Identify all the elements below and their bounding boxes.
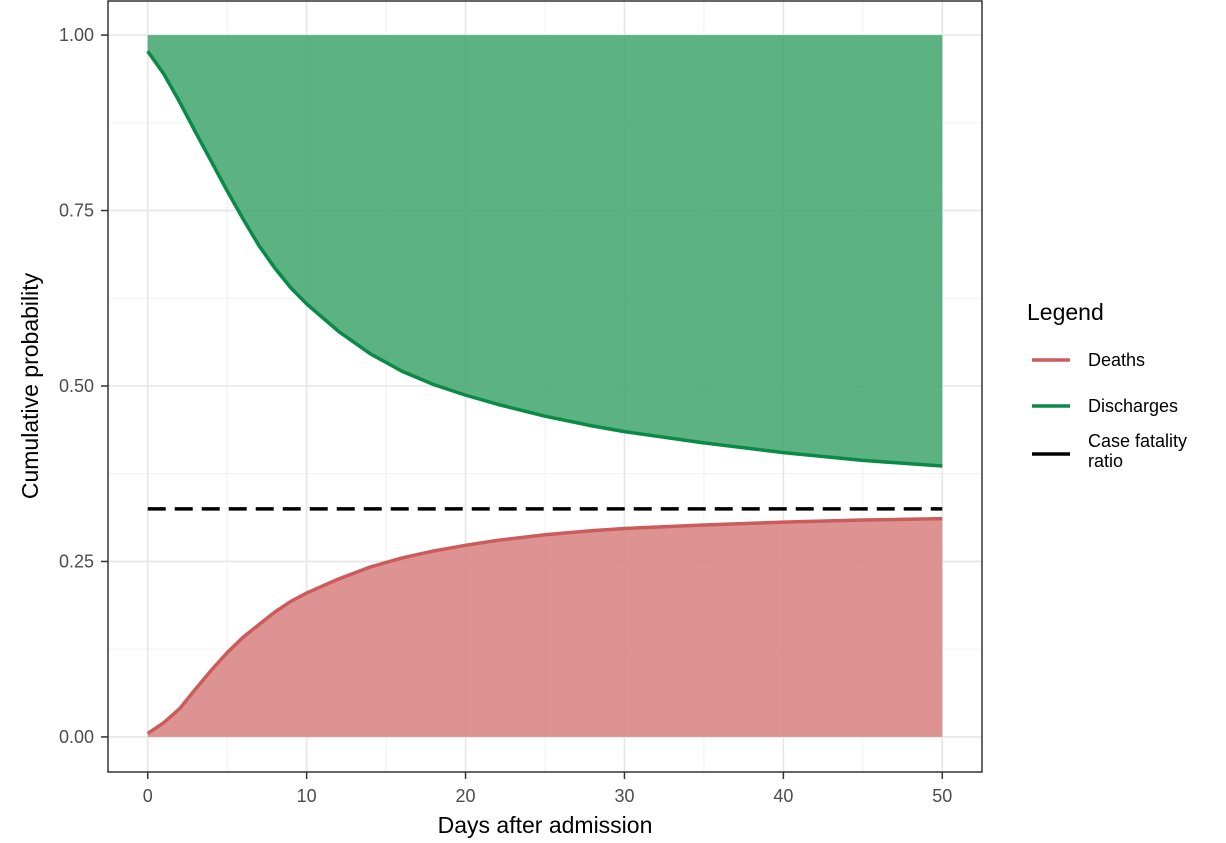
x-tick-label: 40 xyxy=(773,786,793,806)
plot-panel xyxy=(107,0,983,773)
legend-label-deaths: Deaths xyxy=(1088,350,1145,370)
legend-label-line-1: Case fatality xyxy=(1088,431,1187,451)
x-tick-label: 20 xyxy=(456,786,476,806)
x-tick-label: 50 xyxy=(932,786,952,806)
y-tick-label: 0.25 xyxy=(59,551,94,571)
y-axis-title: Cumulative probability xyxy=(17,272,43,499)
legend: Legend Deaths Discharges Case fatality r… xyxy=(1027,299,1192,471)
legend-label-case-fatality-ratio: Case fatality ratio xyxy=(1088,431,1192,471)
x-tick-label: 10 xyxy=(297,786,317,806)
deaths-area xyxy=(147,518,943,737)
x-axis-title: Days after admission xyxy=(438,812,653,838)
axis-layer: 0 10 20 30 40 50 0.00 0.25 0.50 0.75 1.00 xyxy=(59,25,952,806)
discharges-area xyxy=(147,35,943,467)
x-tick-label: 0 xyxy=(143,786,153,806)
y-tick-label: 0.00 xyxy=(59,727,94,747)
legend-label-line-2: ratio xyxy=(1088,451,1123,471)
y-tick-label: 0.75 xyxy=(59,201,94,221)
x-tick-label: 30 xyxy=(614,786,634,806)
discharges-line xyxy=(146,50,943,468)
legend-label-discharges: Discharges xyxy=(1088,396,1178,416)
deaths-line xyxy=(146,516,943,735)
fill-layer xyxy=(147,35,943,737)
y-tick-label: 0.50 xyxy=(59,376,94,396)
line-layer xyxy=(146,50,943,735)
y-tick-label: 1.00 xyxy=(59,25,94,45)
legend-title: Legend xyxy=(1027,299,1104,325)
